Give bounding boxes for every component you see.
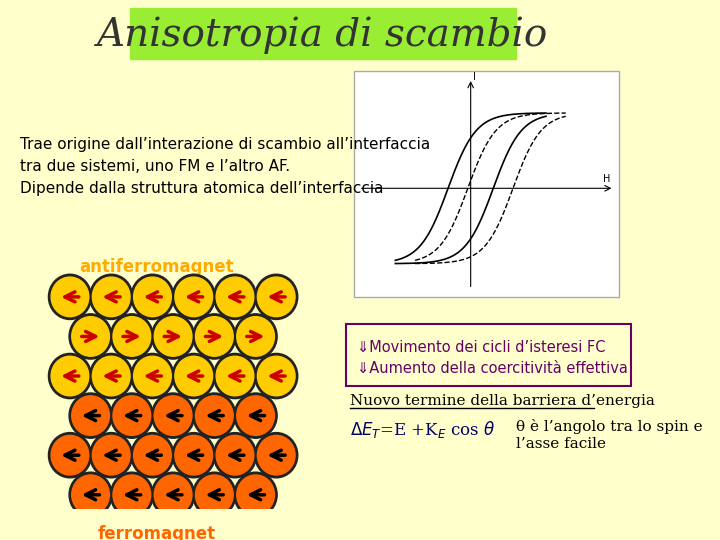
Circle shape bbox=[152, 472, 194, 517]
Circle shape bbox=[172, 274, 215, 320]
Text: H: H bbox=[603, 174, 610, 184]
Circle shape bbox=[134, 435, 171, 475]
Circle shape bbox=[216, 277, 254, 316]
Circle shape bbox=[175, 277, 212, 316]
Circle shape bbox=[131, 433, 174, 478]
Circle shape bbox=[48, 274, 91, 320]
Circle shape bbox=[110, 472, 153, 517]
Circle shape bbox=[134, 277, 171, 316]
Text: ⇓Aumento della coercitività effettiva: ⇓Aumento della coercitività effettiva bbox=[357, 361, 628, 376]
Circle shape bbox=[172, 353, 215, 399]
Circle shape bbox=[213, 353, 256, 399]
Circle shape bbox=[131, 353, 174, 399]
Circle shape bbox=[110, 393, 153, 438]
Circle shape bbox=[258, 435, 295, 475]
Circle shape bbox=[193, 314, 236, 359]
Circle shape bbox=[113, 475, 150, 515]
Circle shape bbox=[196, 316, 233, 356]
Circle shape bbox=[90, 433, 132, 478]
Circle shape bbox=[193, 393, 236, 438]
Circle shape bbox=[196, 475, 233, 515]
Circle shape bbox=[234, 393, 277, 438]
Circle shape bbox=[237, 316, 274, 356]
Circle shape bbox=[213, 433, 256, 478]
Circle shape bbox=[48, 433, 91, 478]
Circle shape bbox=[51, 356, 89, 396]
Text: antiferromagnet: antiferromagnet bbox=[80, 258, 234, 276]
Circle shape bbox=[234, 314, 277, 359]
Circle shape bbox=[154, 316, 192, 356]
Text: I: I bbox=[473, 72, 476, 82]
Circle shape bbox=[92, 356, 130, 396]
FancyBboxPatch shape bbox=[346, 324, 631, 387]
Circle shape bbox=[51, 435, 89, 475]
Circle shape bbox=[152, 393, 194, 438]
Circle shape bbox=[255, 353, 298, 399]
Circle shape bbox=[72, 475, 109, 515]
Circle shape bbox=[255, 433, 298, 478]
Circle shape bbox=[134, 356, 171, 396]
Circle shape bbox=[131, 274, 174, 320]
Circle shape bbox=[154, 475, 192, 515]
Circle shape bbox=[216, 356, 254, 396]
Circle shape bbox=[172, 433, 215, 478]
Text: $\Delta E_T$=E +K$_E$ cos $\theta$: $\Delta E_T$=E +K$_E$ cos $\theta$ bbox=[350, 420, 495, 441]
Circle shape bbox=[69, 472, 112, 517]
Circle shape bbox=[237, 396, 274, 435]
Circle shape bbox=[154, 396, 192, 435]
FancyBboxPatch shape bbox=[354, 71, 619, 297]
Circle shape bbox=[90, 353, 132, 399]
Circle shape bbox=[193, 472, 236, 517]
Text: Trae origine dall’interazione di scambio all’interfaccia
tra due sistemi, uno FM: Trae origine dall’interazione di scambio… bbox=[19, 137, 430, 196]
Circle shape bbox=[72, 396, 109, 435]
Circle shape bbox=[213, 274, 256, 320]
Circle shape bbox=[196, 396, 233, 435]
Circle shape bbox=[72, 316, 109, 356]
Circle shape bbox=[92, 435, 130, 475]
Text: ferromagnet: ferromagnet bbox=[98, 525, 216, 540]
Circle shape bbox=[69, 393, 112, 438]
Text: ⇓Movimento dei cicli d’isteresi FC: ⇓Movimento dei cicli d’isteresi FC bbox=[357, 340, 606, 355]
Text: θ è l’angolo tra lo spin e
l’asse facile: θ è l’angolo tra lo spin e l’asse facile bbox=[516, 420, 702, 450]
Circle shape bbox=[92, 277, 130, 316]
Circle shape bbox=[90, 274, 132, 320]
Text: Nuovo termine della barriera d’energia: Nuovo termine della barriera d’energia bbox=[350, 394, 654, 408]
Circle shape bbox=[69, 314, 112, 359]
Circle shape bbox=[175, 356, 212, 396]
FancyBboxPatch shape bbox=[130, 8, 516, 59]
Circle shape bbox=[48, 353, 91, 399]
Circle shape bbox=[113, 316, 150, 356]
Text: Anisotropia di scambio: Anisotropia di scambio bbox=[97, 16, 549, 53]
Circle shape bbox=[152, 314, 194, 359]
Circle shape bbox=[51, 277, 89, 316]
Circle shape bbox=[113, 396, 150, 435]
Circle shape bbox=[237, 475, 274, 515]
Circle shape bbox=[175, 435, 212, 475]
Circle shape bbox=[255, 274, 298, 320]
Circle shape bbox=[234, 472, 277, 517]
Circle shape bbox=[258, 356, 295, 396]
Circle shape bbox=[216, 435, 254, 475]
Circle shape bbox=[258, 277, 295, 316]
Circle shape bbox=[110, 314, 153, 359]
